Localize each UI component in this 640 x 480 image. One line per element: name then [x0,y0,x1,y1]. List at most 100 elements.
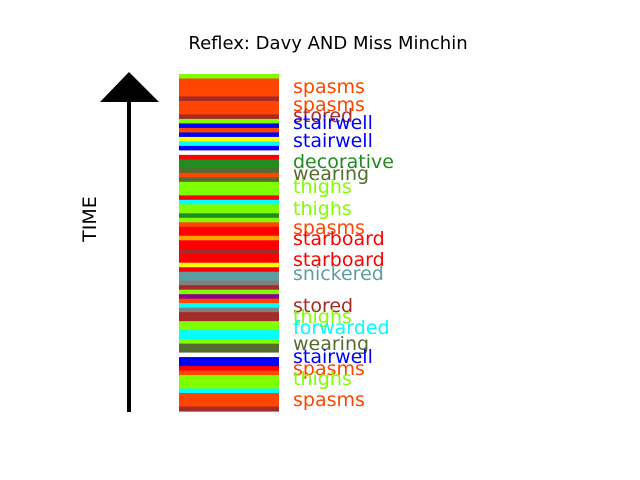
color-stripe [179,361,279,367]
color-stripe [179,316,279,322]
word-label: spasms [293,389,365,411]
color-stripe [179,204,279,210]
color-stripe [179,249,279,255]
color-stripe [179,294,279,300]
color-stripe [179,82,279,89]
word-label: thighs [293,306,352,328]
color-stripe [179,105,279,111]
word-label: stairwell [293,346,373,368]
word-label: spasms [293,76,365,98]
word-label: spasms [293,358,365,380]
color-stripe-band [179,74,279,412]
color-stripe [179,267,279,273]
color-stripe [179,190,279,196]
color-stripe [179,74,279,80]
time-axis: TIME [79,72,159,412]
color-stripe [179,285,279,291]
color-stripe [179,150,279,156]
color-stripe [179,357,279,363]
color-stripe [179,78,279,84]
color-stripe [179,132,279,138]
chart-title: Reflex: Davy AND Miss Minchin [188,33,467,54]
word-label: decorative [293,151,394,173]
color-stripe [179,258,279,264]
color-stripe [179,87,279,93]
word-label: stairwell [293,130,373,152]
color-stripe [179,172,279,178]
color-stripe [179,339,279,345]
color-stripe [179,244,279,250]
word-label: stairwell [293,112,373,134]
color-stripe [179,352,279,358]
color-stripe [179,181,279,187]
word-label: spasms [293,94,365,116]
word-label: stored [293,295,353,317]
word-label: thighs [293,368,352,390]
color-stripe [179,262,279,268]
word-label: spasms [293,217,365,239]
color-stripe [179,276,279,282]
color-stripe [179,348,279,354]
color-stripe [179,271,279,277]
color-stripe [179,217,279,223]
time-arrow-icon [100,72,159,102]
color-stripe [179,222,279,228]
color-stripe [179,406,279,412]
color-stripe [179,280,279,286]
color-stripe [179,154,279,160]
color-stripe [179,141,279,147]
color-stripe [179,303,279,309]
color-stripe [179,91,279,98]
word-label: starboard [293,249,385,271]
color-stripe [179,109,279,116]
color-stripe [179,388,279,394]
color-stripe [179,384,279,390]
color-stripe [179,118,279,125]
word-label: wearing [293,333,369,355]
color-stripe [179,199,279,205]
color-stripe [179,321,279,327]
word-label: starboard [293,228,385,250]
color-stripe [179,235,279,241]
color-stripe [179,208,279,214]
color-stripe [179,366,279,372]
color-stripe [179,231,279,237]
color-stripe [179,114,279,120]
color-stripe [179,136,279,142]
word-label: thighs [293,198,352,220]
color-stripe [179,397,279,403]
color-stripe [179,307,279,313]
word-label: snickered [293,263,384,285]
color-stripe [179,100,279,107]
color-stripe [179,343,279,349]
color-stripe [179,145,279,151]
color-stripe [179,393,279,399]
color-stripe [179,186,279,192]
color-stripe [179,123,279,129]
color-stripe [179,334,279,340]
color-stripe [179,298,279,304]
color-stripe [179,375,279,381]
word-label: wearing [293,163,369,185]
color-stripe [179,195,279,201]
color-stripe [179,289,279,295]
color-stripe [179,312,279,318]
time-axis-label: TIME [79,196,101,243]
color-stripe [179,240,279,246]
word-label: stored [293,105,353,127]
color-stripe [179,127,279,134]
color-stripe [179,370,279,376]
color-stripe [179,226,279,232]
color-stripe [179,159,279,165]
color-stripe [179,163,279,169]
color-stripe [179,330,279,336]
color-stripe [179,168,279,174]
word-labels: spasmsspasmsstoredstairwellstairwelldeco… [293,76,394,411]
color-stripe [179,253,279,259]
color-stripe [179,96,279,102]
color-stripe [179,325,279,331]
color-stripe [179,213,279,219]
color-stripe [179,379,279,385]
color-stripe [179,177,279,183]
